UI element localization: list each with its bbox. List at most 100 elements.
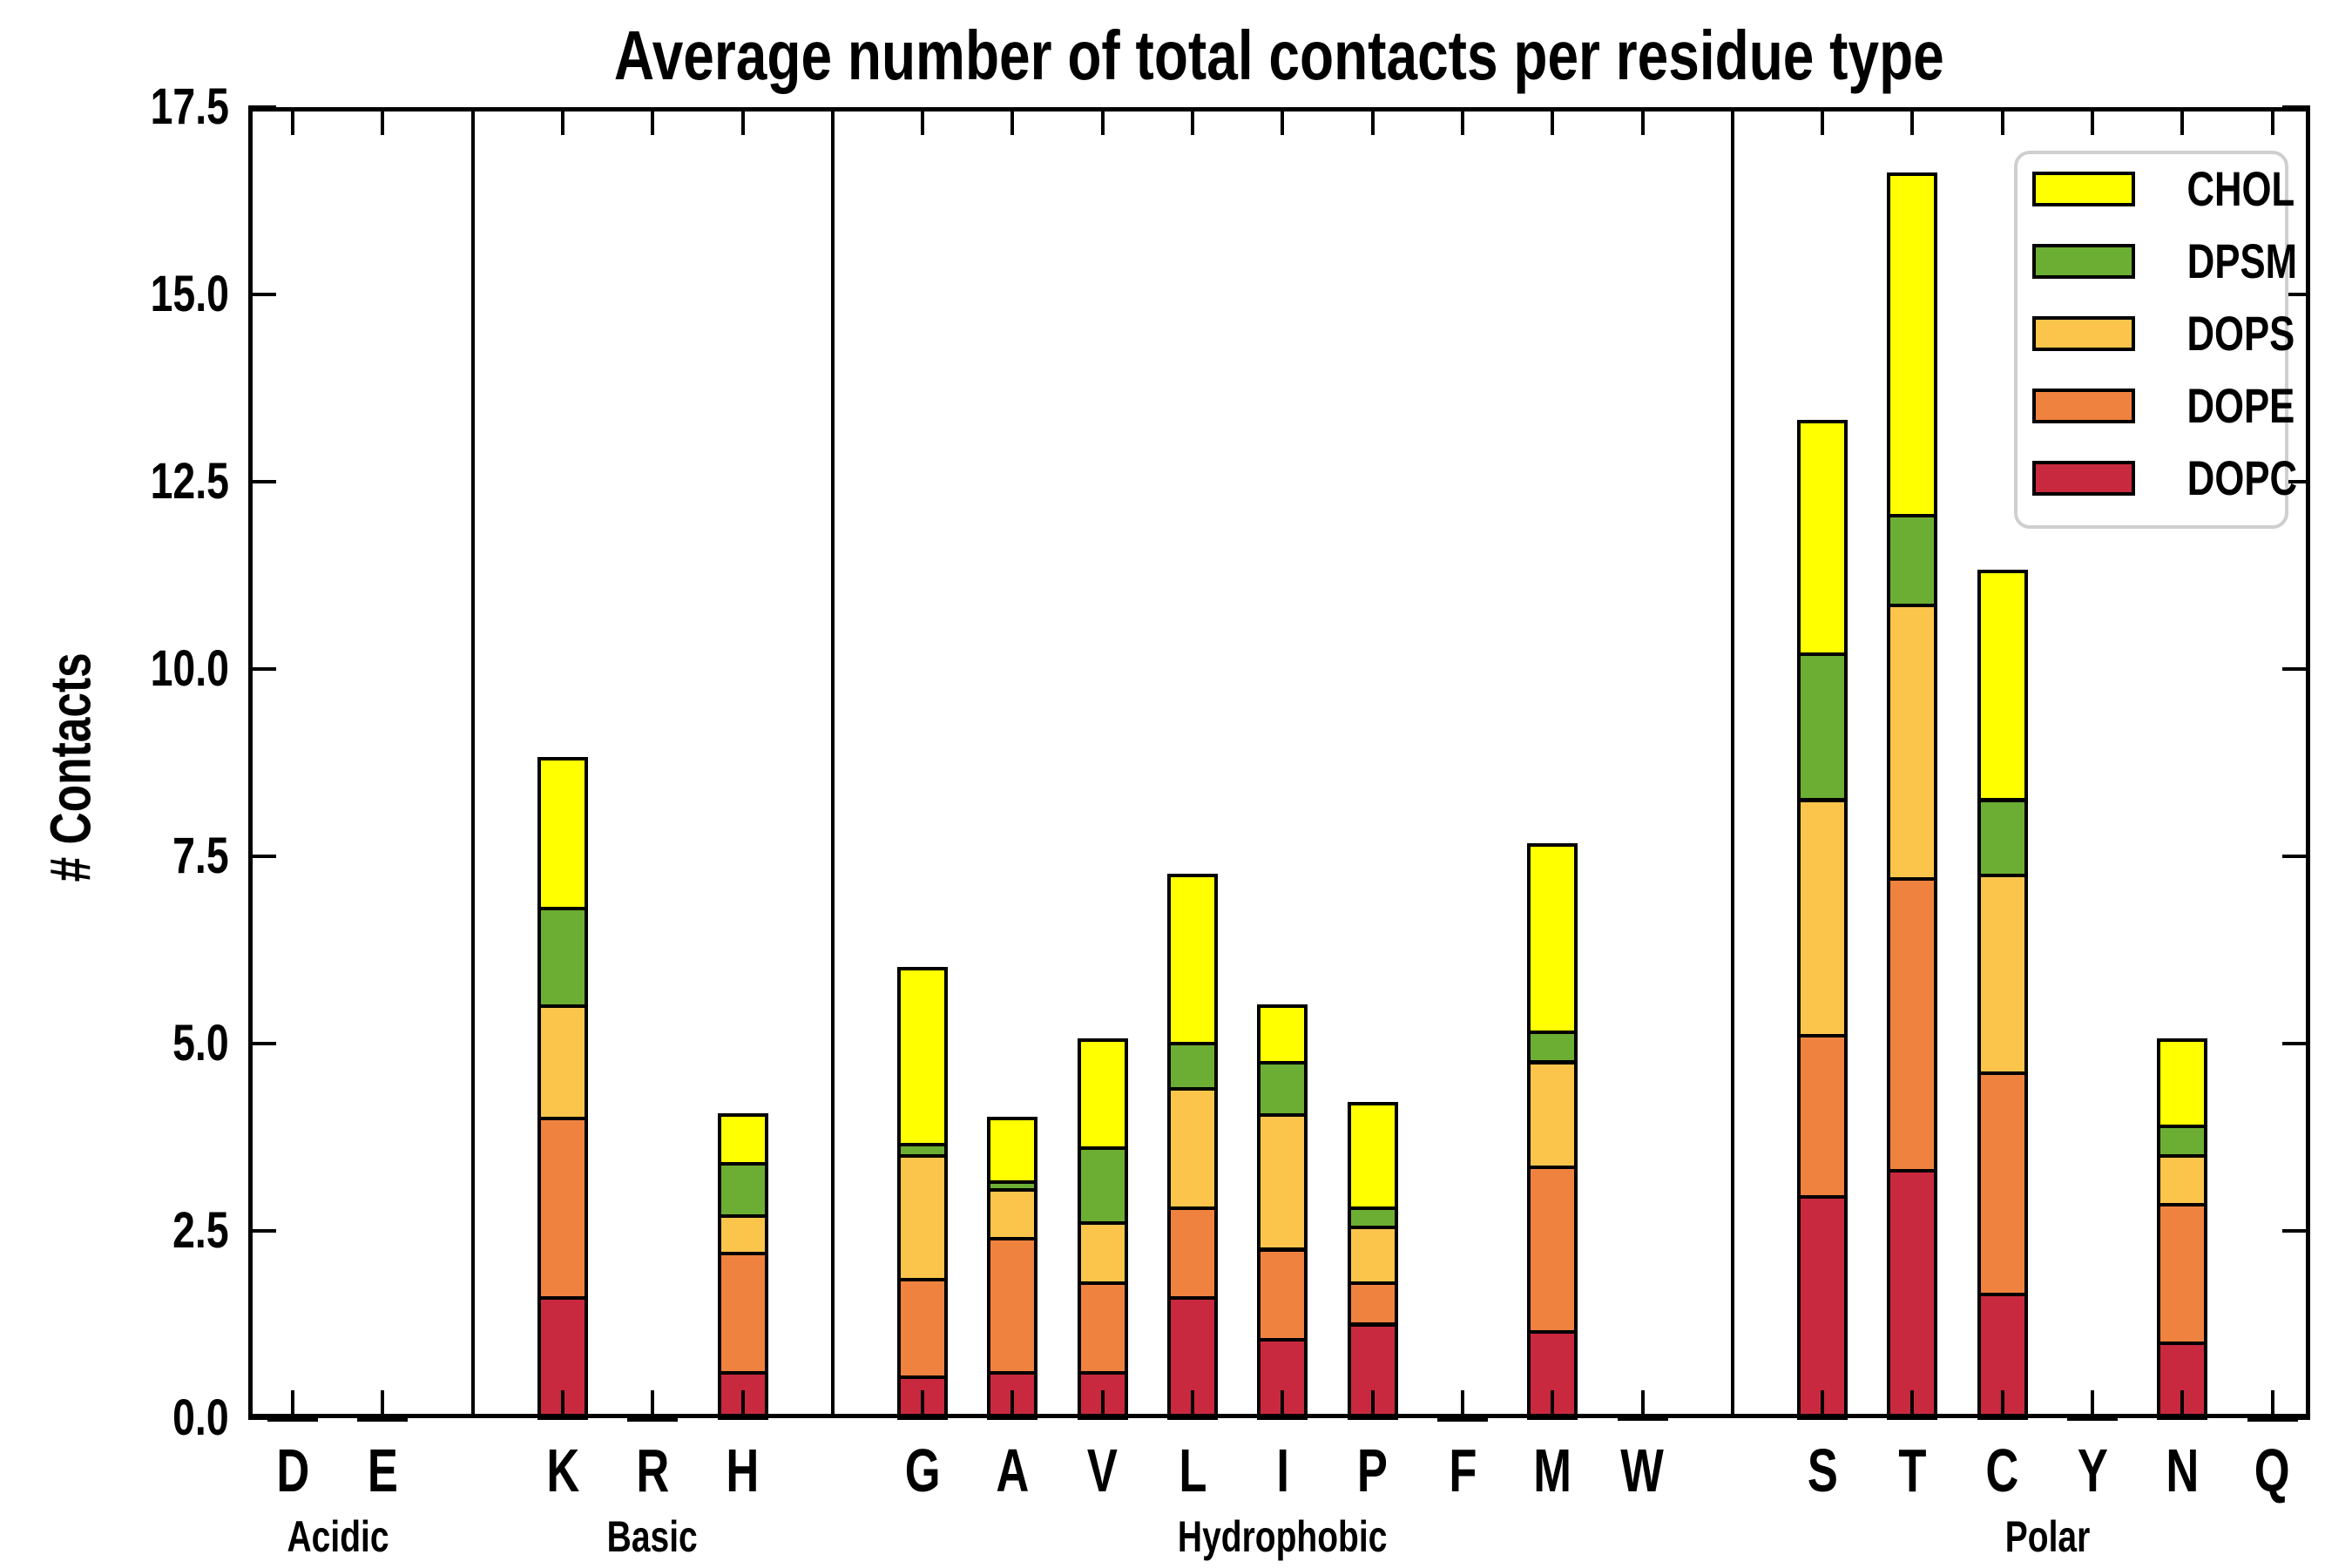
bar-segment-S-dopc xyxy=(1797,1195,1848,1420)
bar-segment-I-dpsm xyxy=(1257,1060,1308,1117)
x-tick-top xyxy=(1910,107,1915,135)
x-tick-top xyxy=(560,107,564,135)
group-separator xyxy=(830,107,835,1418)
group-label-hydrophobic: Hydrophobic xyxy=(1178,1512,1388,1561)
bar-segment-G-dops xyxy=(897,1154,949,1281)
x-tick-label-F: F xyxy=(1448,1436,1477,1504)
x-tick-label-G: G xyxy=(904,1436,941,1504)
dope-swatch xyxy=(2032,389,2135,423)
x-tick-top xyxy=(1100,107,1105,135)
bar-segment-H-dope xyxy=(717,1251,768,1375)
chart-title: Average number of total contacts per res… xyxy=(248,16,2310,96)
x-tick-label-D: D xyxy=(276,1436,309,1504)
bar-segment-V-dope xyxy=(1077,1281,1128,1375)
y-tick-right xyxy=(2282,105,2310,109)
y-tick-label-17.5: 17.5 xyxy=(150,78,229,135)
x-tick-label-H: H xyxy=(726,1436,760,1504)
y-tick-right xyxy=(2282,1416,2310,1420)
x-tick xyxy=(651,1390,655,1418)
y-tick-label-0.0: 0.0 xyxy=(172,1389,229,1446)
dpsm-swatch xyxy=(2032,244,2135,279)
x-tick-top xyxy=(2000,107,2004,135)
bar-segment-S-dops xyxy=(1797,798,1848,1038)
x-tick-label-Q: Q xyxy=(2254,1436,2291,1504)
y-tick-right xyxy=(2282,480,2310,483)
bar-segment-T-dpsm xyxy=(1887,513,1938,607)
bar-segment-L-chol xyxy=(1167,873,1218,1045)
x-tick xyxy=(1100,1390,1105,1418)
x-tick xyxy=(291,1390,294,1418)
bar-segment-P-dope xyxy=(1347,1281,1398,1327)
group-separator xyxy=(1730,107,1734,1418)
x-tick-top xyxy=(921,107,925,135)
group-label-acidic: Acidic xyxy=(287,1512,389,1561)
x-tick-label-E: E xyxy=(367,1436,398,1504)
x-tick-top xyxy=(1370,107,1375,135)
legend-item-dopc: DOPC xyxy=(2032,450,2313,505)
y-tick-label-5.0: 5.0 xyxy=(172,1015,229,1071)
y-tick-label-2.5: 2.5 xyxy=(172,1202,229,1259)
x-tick-top xyxy=(381,107,385,135)
x-tick-label-C: C xyxy=(1985,1436,2019,1504)
x-tick xyxy=(1460,1390,1464,1418)
x-tick-top xyxy=(740,107,745,135)
bar-segment-G-chol xyxy=(897,967,949,1147)
bar-segment-N-dpsm xyxy=(2157,1124,2208,1158)
x-tick xyxy=(1910,1390,1915,1418)
legend-item-chol: CHOL xyxy=(2032,165,2310,213)
y-tick xyxy=(248,105,276,109)
x-tick xyxy=(560,1390,564,1418)
x-tick-label-I: I xyxy=(1275,1436,1289,1504)
x-tick-label-K: K xyxy=(545,1436,579,1504)
x-tick-label-R: R xyxy=(636,1436,670,1504)
x-tick-top xyxy=(1010,107,1015,135)
legend-item-dpsm: DPSM xyxy=(2032,233,2313,288)
y-tick-right xyxy=(2282,667,2310,671)
x-tick-top xyxy=(1640,107,1645,135)
bar-segment-P-dops xyxy=(1347,1225,1398,1286)
y-tick xyxy=(248,1416,276,1420)
group-separator xyxy=(470,107,475,1418)
bar-segment-H-dops xyxy=(717,1213,768,1255)
y-tick xyxy=(248,1042,276,1045)
bar-segment-N-dops xyxy=(2157,1154,2208,1206)
bar-segment-P-chol xyxy=(1347,1101,1398,1211)
x-tick-top xyxy=(2180,107,2185,135)
legend-label-dope: DOPE xyxy=(2186,378,2295,433)
x-tick xyxy=(2180,1390,2185,1418)
y-tick-label-10.0: 10.0 xyxy=(150,640,229,697)
bar-segment-M-dope xyxy=(1527,1165,1578,1335)
x-tick-label-S: S xyxy=(1807,1436,1838,1504)
x-tick-label-W: W xyxy=(1620,1436,1665,1504)
bar-segment-H-chol xyxy=(717,1112,768,1166)
x-tick-label-P: P xyxy=(1357,1436,1389,1504)
x-tick-label-Y: Y xyxy=(2077,1436,2108,1504)
x-tick-label-L: L xyxy=(1178,1436,1207,1504)
y-tick xyxy=(248,1229,276,1233)
x-tick-top xyxy=(1551,107,1555,135)
x-tick-top xyxy=(2270,107,2274,135)
bar-segment-K-dops xyxy=(537,1004,588,1120)
x-tick-top xyxy=(651,107,655,135)
x-tick-top xyxy=(1460,107,1464,135)
bar-segment-A-chol xyxy=(987,1117,1038,1185)
bar-segment-M-dpsm xyxy=(1527,1031,1578,1064)
x-tick xyxy=(1370,1390,1375,1418)
bar-segment-K-dpsm xyxy=(537,907,588,1008)
legend-label-dopc: DOPC xyxy=(2186,450,2297,505)
y-tick xyxy=(248,667,276,671)
x-tick-label-M: M xyxy=(1533,1436,1572,1504)
y-tick xyxy=(248,855,276,858)
bar-segment-C-chol xyxy=(1977,570,2028,802)
y-tick-right xyxy=(2282,855,2310,858)
legend-label-dpsm: DPSM xyxy=(2186,233,2297,288)
bar-segment-T-chol xyxy=(1887,172,1938,517)
bar-segment-V-chol xyxy=(1077,1037,1128,1151)
bar-segment-I-dops xyxy=(1257,1112,1308,1252)
y-tick-label-12.5: 12.5 xyxy=(150,453,229,510)
dops-swatch xyxy=(2032,316,2135,351)
x-tick-top xyxy=(1281,107,1285,135)
bar-segment-C-dops xyxy=(1977,873,2028,1076)
x-tick-label-N: N xyxy=(2166,1436,2200,1504)
